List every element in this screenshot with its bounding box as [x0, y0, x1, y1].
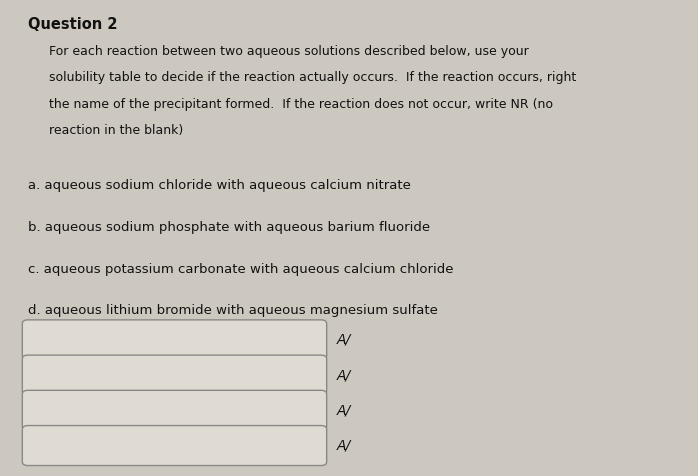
Text: a. aqueous sodium chloride with aqueous calcium nitrate: a. aqueous sodium chloride with aqueous … [28, 178, 411, 191]
Text: c. aqueous potassium carbonate with aqueous calcium chloride: c. aqueous potassium carbonate with aque… [28, 263, 454, 276]
FancyBboxPatch shape [22, 320, 327, 360]
Text: A/: A/ [336, 368, 350, 382]
Text: reaction in the blank): reaction in the blank) [49, 124, 183, 137]
Text: For each reaction between two aqueous solutions described below, use your: For each reaction between two aqueous so… [49, 45, 528, 58]
Text: Question 2: Question 2 [28, 17, 117, 32]
Text: d. aqueous lithium bromide with aqueous magnesium sulfate: d. aqueous lithium bromide with aqueous … [28, 304, 438, 317]
Text: b. aqueous sodium phosphate with aqueous barium fluoride: b. aqueous sodium phosphate with aqueous… [28, 221, 430, 234]
Text: solubility table to decide if the reaction actually occurs.  If the reaction occ: solubility table to decide if the reacti… [49, 71, 576, 84]
FancyBboxPatch shape [22, 390, 327, 430]
Text: the name of the precipitant formed.  If the reaction does not occur, write NR (n: the name of the precipitant formed. If t… [49, 98, 553, 110]
Text: A/: A/ [336, 438, 350, 453]
Text: A/: A/ [336, 333, 350, 347]
FancyBboxPatch shape [22, 426, 327, 466]
Text: A/: A/ [336, 403, 350, 417]
FancyBboxPatch shape [22, 355, 327, 395]
